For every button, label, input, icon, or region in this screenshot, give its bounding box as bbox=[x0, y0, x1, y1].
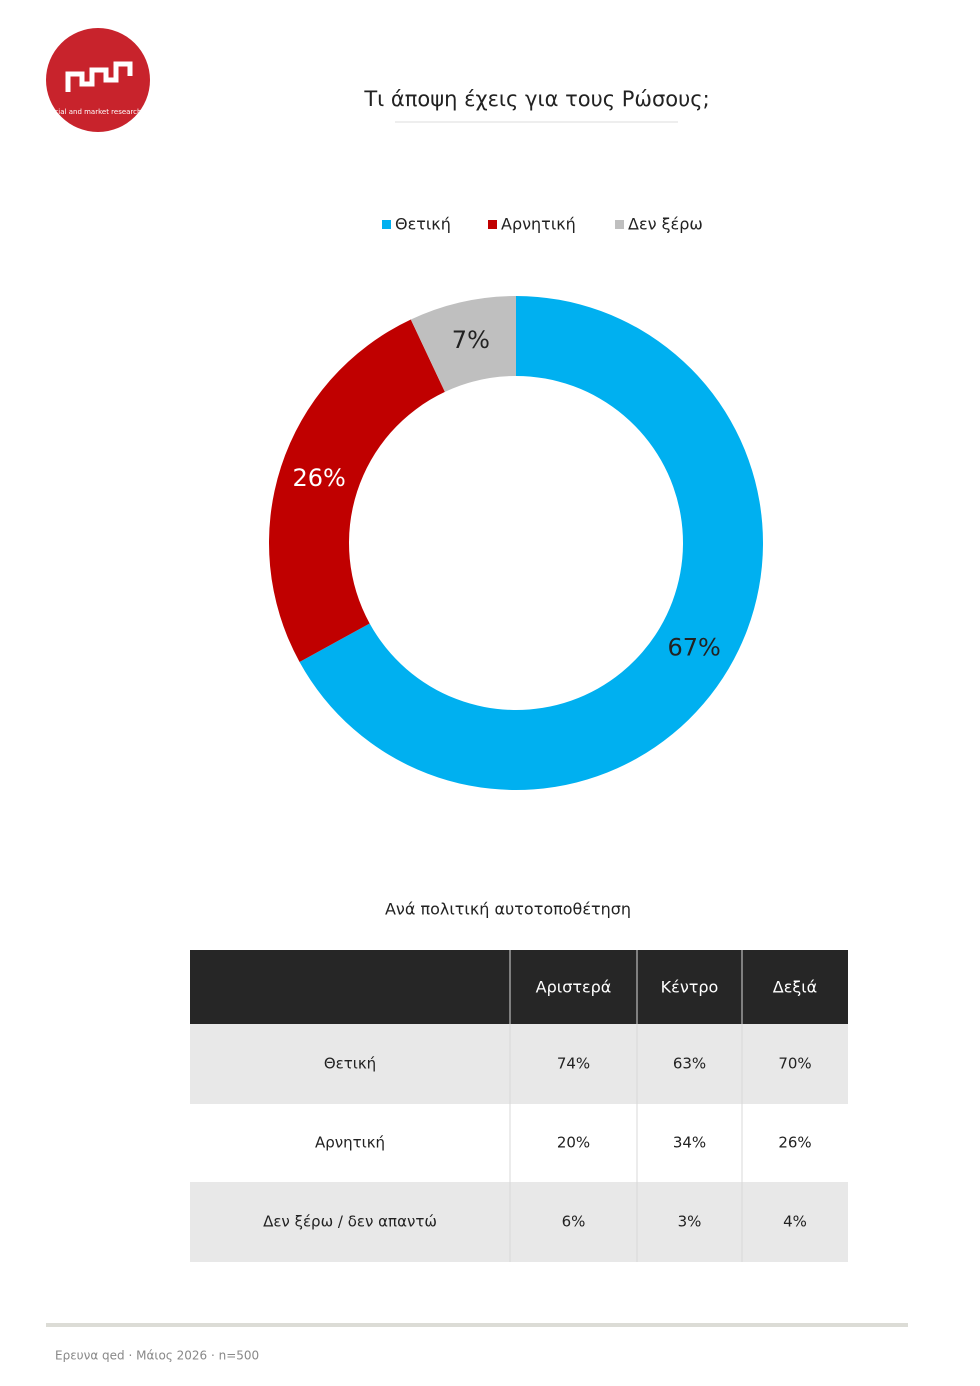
table-header-bg bbox=[190, 950, 848, 1024]
table-cell: 63% bbox=[673, 1055, 706, 1073]
data-label: 7% bbox=[452, 326, 490, 354]
donut-slice bbox=[299, 296, 763, 791]
chart-title: Τι άποψη έχεις για τους Ρώσους; bbox=[363, 87, 709, 111]
legend-label: Θετική bbox=[395, 215, 451, 234]
legend-swatch bbox=[615, 220, 624, 229]
table-title: Ανά πολιτική αυτοτοποθέτηση bbox=[385, 900, 631, 919]
table-row-bg bbox=[190, 1024, 848, 1104]
row-label: Αρνητική bbox=[315, 1134, 385, 1152]
table-cell: 26% bbox=[778, 1134, 811, 1152]
column-header: Αριστερά bbox=[536, 978, 612, 997]
logo-text: social and market research bbox=[47, 108, 142, 116]
table-cell: 74% bbox=[557, 1055, 590, 1073]
legend-swatch bbox=[382, 220, 391, 229]
column-header: Δεξιά bbox=[773, 978, 817, 997]
row-label: Θετική bbox=[324, 1055, 376, 1073]
table-row-bg bbox=[190, 1104, 848, 1182]
table-cell: 34% bbox=[673, 1134, 706, 1152]
table-cell: 3% bbox=[678, 1213, 702, 1231]
table-cell: 20% bbox=[557, 1134, 590, 1152]
donut-slice bbox=[410, 296, 516, 392]
table-cell: 4% bbox=[783, 1213, 807, 1231]
column-header: Κέντρο bbox=[661, 978, 719, 997]
donut: 67% 26% 7% bbox=[269, 296, 763, 791]
legend-label: Δεν ξέρω bbox=[628, 215, 703, 234]
data-label: 67% bbox=[668, 633, 721, 661]
table: Αριστερά Κέντρο Δεξιά Θετική 74% 63% 70% Αρνητι… bbox=[190, 950, 848, 1262]
legend: Θετική Αρνητική Δεν ξέρω bbox=[382, 215, 703, 234]
legend-label: Αρνητική bbox=[501, 215, 576, 234]
logo: social and market research bbox=[46, 28, 150, 132]
logo-mark bbox=[65, 61, 133, 92]
logo-circle bbox=[46, 28, 150, 132]
footer: Ερευνα qed · Μάιος 2026 · n=500 bbox=[55, 1349, 259, 1363]
row-label: Δεν ξέρω / δεν απαντώ bbox=[263, 1213, 437, 1231]
data-label: 26% bbox=[292, 464, 345, 492]
donut-slice bbox=[269, 319, 445, 662]
legend-swatch bbox=[488, 220, 497, 229]
table-cell: 70% bbox=[778, 1055, 811, 1073]
table-row-bg bbox=[190, 1182, 848, 1262]
table-cell: 6% bbox=[562, 1213, 586, 1231]
